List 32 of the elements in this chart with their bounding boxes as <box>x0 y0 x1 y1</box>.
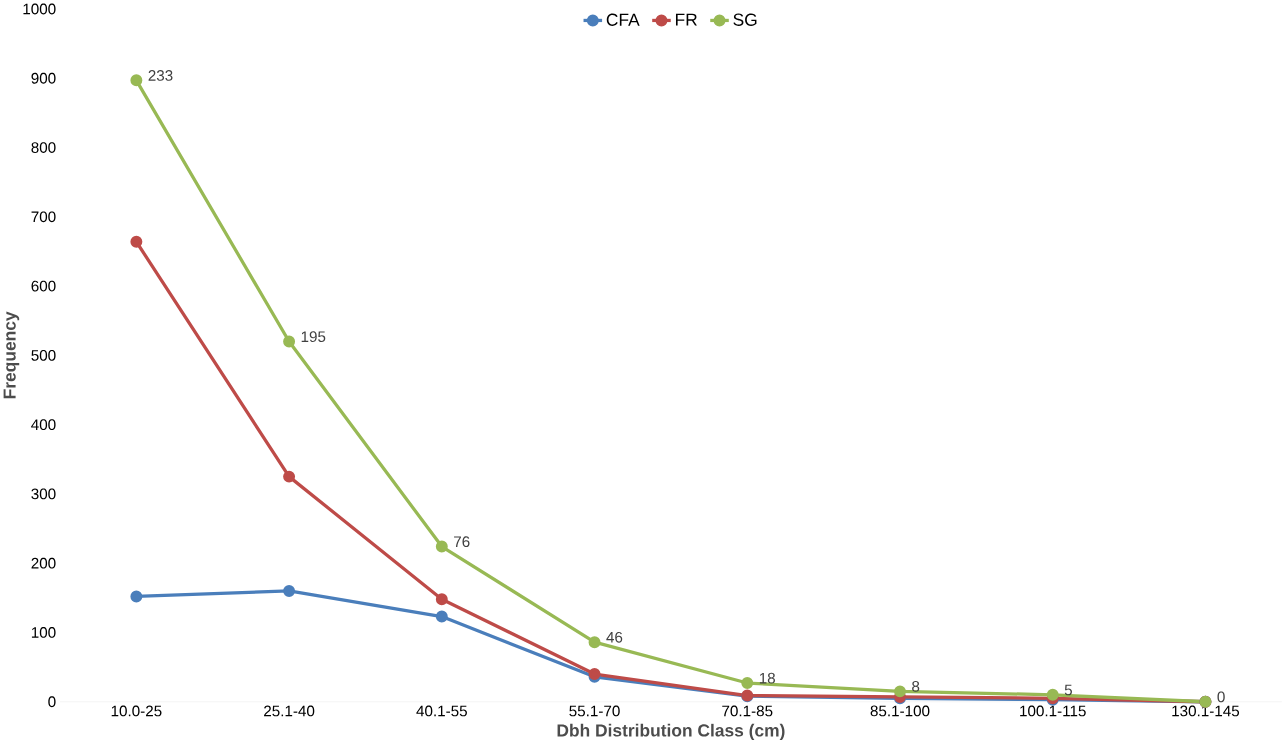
annotation: 195 <box>301 331 326 343</box>
annotation: 233 <box>148 70 173 82</box>
y-tick-label: 500 <box>31 350 56 361</box>
x-tick-label: 100.1-115 <box>1020 705 1086 717</box>
annotation: 76 <box>454 536 470 548</box>
legend-label: CFA <box>606 13 640 27</box>
y-tick-label: 200 <box>31 557 56 569</box>
annotation: 0 <box>1217 691 1225 703</box>
y-tick-label: 800 <box>31 142 56 154</box>
x-tick-label: 25.1-40 <box>264 705 315 717</box>
annotation: 46 <box>606 632 623 643</box>
x-tick-label: 40.1-55 <box>416 705 467 717</box>
x-tick-label: 130.1-145 <box>1172 705 1240 717</box>
x-tick-label: 55.1-70 <box>569 705 620 717</box>
x-axis-title: Dbh Distribution Class (cm) <box>557 724 785 741</box>
annotation: 5 <box>1064 684 1072 696</box>
x-tick-label: 70.1-85 <box>722 705 773 717</box>
y-tick-label: 300 <box>31 488 56 500</box>
legend-label: SG <box>733 13 757 27</box>
legend-label: FR <box>676 13 697 26</box>
annotation: 8 <box>912 681 920 693</box>
y-tick-label: 900 <box>31 73 56 84</box>
y-tick-label: 600 <box>31 280 56 292</box>
annotation: 18 <box>759 672 775 684</box>
y-tick-label: 0 <box>48 696 56 708</box>
x-tick-label: 10.0-25 <box>111 705 162 717</box>
y-axis-title: Frequency <box>3 311 20 399</box>
y-tick-label: 1000 <box>23 3 56 15</box>
y-tick-label: 400 <box>31 419 56 431</box>
y-tick-label: 100 <box>31 627 56 639</box>
y-tick-label: 700 <box>31 211 56 223</box>
x-tick-label: 85.1-100 <box>870 705 930 717</box>
